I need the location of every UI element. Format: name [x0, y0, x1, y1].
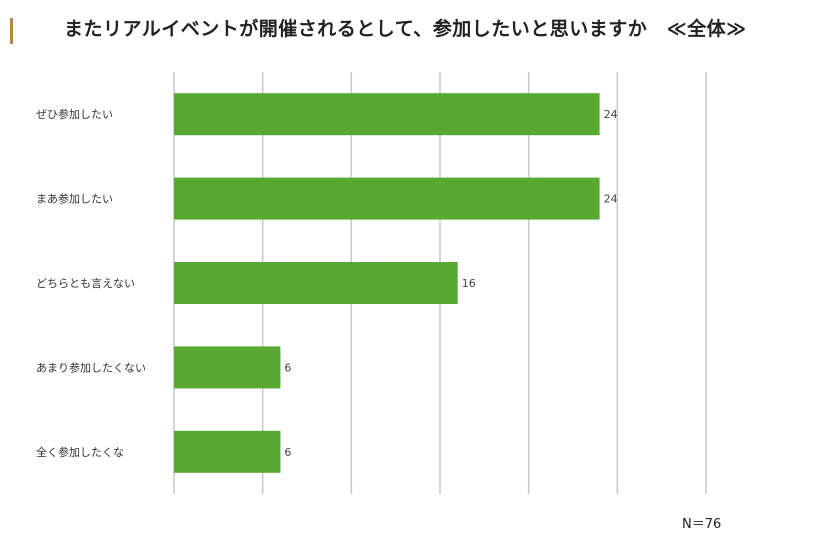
- bar: [174, 262, 458, 304]
- bar: [174, 93, 600, 136]
- sample-size-label: N＝76: [682, 517, 722, 532]
- bar: [174, 430, 281, 473]
- bar: [174, 346, 281, 389]
- category-label: ぜひ参加したい: [36, 107, 113, 121]
- category-label: あまり参加したくない: [36, 360, 146, 374]
- data-label: 24: [604, 193, 618, 206]
- data-label: 24: [604, 108, 618, 121]
- chart-title: またリアルイベントが開催されるとして、参加したいと思いますか ≪全体≫: [64, 18, 747, 40]
- bar: [174, 177, 600, 220]
- data-label: 16: [462, 277, 476, 290]
- data-label: 6: [284, 446, 291, 459]
- category-label: 全く参加したくな: [36, 445, 124, 459]
- title-accent-bar: [10, 18, 13, 44]
- category-label: まあ参加したい: [36, 192, 113, 206]
- category-label: どちらとも言えない: [36, 277, 135, 290]
- data-label: 6: [284, 361, 291, 374]
